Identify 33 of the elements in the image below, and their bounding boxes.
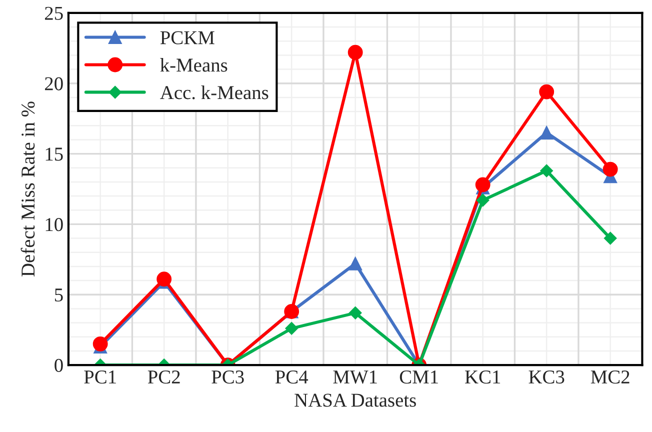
x-tick-label: KC3 bbox=[528, 370, 564, 384]
y-tick-label: 10 bbox=[46, 218, 63, 232]
x-tick-label: PC2 bbox=[148, 370, 180, 384]
x-tick-label: MW1 bbox=[333, 370, 377, 384]
point bbox=[348, 306, 362, 320]
x-tick-label: PC1 bbox=[84, 370, 116, 384]
point bbox=[539, 84, 554, 100]
point bbox=[476, 194, 490, 207]
y-tick-label: 0 bbox=[54, 358, 63, 372]
point bbox=[475, 177, 490, 192]
y-tick-label: 5 bbox=[55, 288, 63, 302]
point bbox=[604, 232, 617, 245]
x-axis-title: NASA Datasets bbox=[294, 394, 416, 407]
point bbox=[92, 336, 108, 352]
y-tick-label: 20 bbox=[45, 77, 63, 90]
x-tick-label: CM1 bbox=[400, 370, 438, 384]
point bbox=[285, 322, 298, 335]
point bbox=[540, 126, 554, 140]
point bbox=[540, 164, 554, 178]
point bbox=[348, 44, 363, 60]
legend-label: k-Means bbox=[160, 58, 228, 72]
y-tick-label: 25 bbox=[45, 6, 63, 20]
x-tick-label: PC3 bbox=[212, 370, 244, 384]
x-tick-label: PC4 bbox=[275, 370, 308, 384]
y-axis-title: Defect Miss Rate in % bbox=[20, 102, 35, 276]
point bbox=[602, 162, 618, 177]
point bbox=[156, 272, 172, 287]
x-tick-label: MC2 bbox=[590, 370, 630, 384]
legend-label: Acc. k-Means bbox=[160, 86, 268, 100]
point bbox=[348, 256, 362, 270]
x-tick-label: KC1 bbox=[465, 370, 500, 384]
y-tick-label: 15 bbox=[46, 148, 63, 161]
legend-label: PCKM bbox=[160, 31, 214, 44]
